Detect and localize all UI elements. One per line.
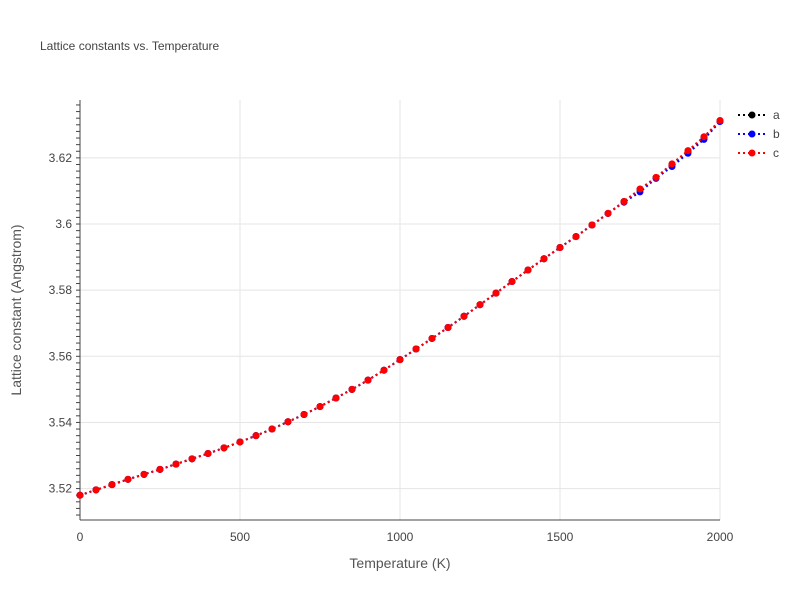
x-tick-label: 1000 [387,530,414,544]
data-point-c [652,173,660,181]
data-point-c [380,366,388,374]
x-tick-label: 0 [77,530,84,544]
data-point-c [364,376,372,384]
data-point-c [252,432,260,440]
data-point-c [460,312,468,320]
legend-label-c: c [773,146,779,160]
data-point-c [492,289,500,297]
x-tick-label: 1500 [547,530,574,544]
y-axis-title: Lattice constant (Angstrom) [8,224,24,395]
legend-item-a[interactable]: a [738,108,780,122]
y-tick-label: 3.62 [49,151,73,165]
legend-marker-c [748,149,756,157]
y-tick-label: 3.54 [49,415,73,429]
data-point-c [700,133,708,141]
legend-label-b: b [773,127,780,141]
data-point-c [300,411,308,419]
data-point-c [236,438,244,446]
data-point-c [540,255,548,263]
data-point-c [412,345,420,353]
legend-marker-b [748,130,756,138]
legend-item-c[interactable]: c [738,146,779,160]
legend[interactable]: abc [738,108,780,160]
data-point-c [524,266,532,274]
data-point-c [204,450,212,458]
data-point-c [348,385,356,393]
x-axis-title: Temperature (K) [349,555,450,571]
data-point-c [268,425,276,433]
y-tick-label: 3.56 [49,349,73,363]
legend-marker-a [748,111,756,119]
data-point-c [172,460,180,468]
data-point-c [476,301,484,309]
legend-item-b[interactable]: b [738,127,780,141]
data-point-c [140,470,148,478]
chart-title: Lattice constants vs. Temperature [40,39,220,53]
data-point-c [444,324,452,332]
series-c [76,117,724,499]
data-point-c [620,198,628,206]
y-tick-label: 3.52 [49,482,73,496]
data-point-c [396,356,404,364]
data-point-c [108,481,116,489]
x-tick-label: 500 [230,530,250,544]
data-point-c [556,243,564,251]
data-point-c [92,486,100,494]
y-tick-label: 3.58 [49,283,73,297]
data-point-c [316,403,324,411]
data-point-c [156,465,164,473]
data-point-c [604,209,612,217]
legend-label-a: a [773,108,780,122]
data-point-c [684,147,692,155]
series-layer [76,117,724,499]
data-point-c [508,278,516,286]
data-point-c [716,117,724,125]
data-point-c [220,444,228,452]
data-point-c [284,418,292,426]
x-tick-label: 2000 [707,530,734,544]
data-point-c [428,334,436,342]
data-point-c [188,455,196,463]
data-point-c [588,221,596,229]
data-point-c [572,233,580,241]
data-point-c [668,160,676,168]
data-point-c [636,185,644,193]
y-tick-label: 3.6 [55,217,72,231]
data-point-c [124,475,132,483]
data-point-c [76,491,84,499]
axis-ticks: 0 500 1000 1500 2000 3.52 3.54 3.56 3.58 3.6 3.62 [49,104,734,544]
data-point-c [332,394,340,402]
